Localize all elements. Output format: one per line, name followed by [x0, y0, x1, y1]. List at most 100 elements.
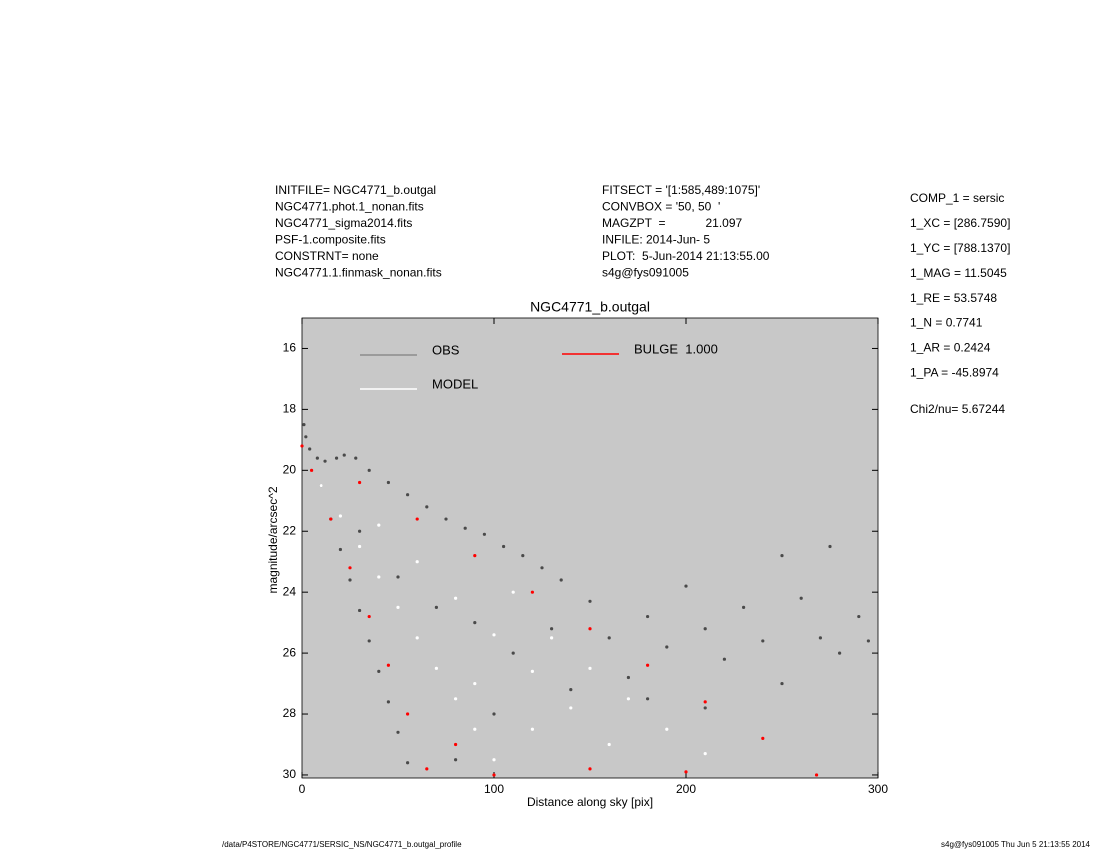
data-point	[334, 456, 339, 460]
header-middle-line: MAGZPT = 21.097	[602, 216, 742, 230]
data-point	[406, 712, 410, 716]
data-point	[780, 554, 784, 558]
data-point	[857, 614, 861, 619]
data-point	[434, 605, 438, 610]
header-left-line: INITFILE= NGC4771_b.outgal	[275, 183, 436, 197]
data-point	[588, 666, 592, 670]
data-point	[454, 697, 458, 701]
data-point	[454, 742, 458, 747]
data-point	[607, 636, 611, 640]
data-point	[473, 727, 477, 731]
data-point	[799, 596, 803, 600]
data-point	[415, 517, 419, 521]
data-point	[559, 578, 563, 582]
x-axis-label: Distance along sky [pix]	[527, 795, 653, 809]
header-left-line: NGC4771.phot.1_nonan.fits	[275, 200, 424, 214]
data-point	[425, 767, 429, 771]
fit-parameter: 1_RE = 53.5748	[910, 291, 997, 305]
data-point	[540, 566, 544, 570]
fit-parameter: 1_XC = [286.7590]	[910, 216, 1010, 230]
data-point	[367, 639, 371, 643]
data-point	[761, 736, 765, 740]
fit-parameter: 1_MAG = 11.5045	[910, 266, 1007, 280]
header-middle-line: FITSECT = '[1:585,489:1075]'	[602, 183, 760, 197]
data-point	[473, 681, 477, 686]
data-point	[425, 505, 429, 509]
data-point	[348, 578, 352, 582]
data-point	[550, 627, 554, 631]
data-point	[814, 773, 819, 777]
data-point	[569, 706, 573, 710]
x-tick-label: 200	[676, 782, 696, 796]
data-point	[722, 657, 727, 661]
data-point	[358, 480, 362, 485]
header-middle-line: s4g@fys091005	[602, 266, 689, 280]
data-point	[454, 758, 458, 762]
data-point	[684, 770, 688, 774]
data-point	[348, 566, 352, 570]
data-point	[406, 761, 410, 765]
data-point	[329, 517, 333, 521]
data-point	[377, 523, 381, 527]
data-point	[358, 608, 362, 613]
data-point	[386, 700, 390, 704]
data-point	[607, 742, 611, 747]
data-point	[342, 453, 346, 457]
data-point	[473, 554, 477, 558]
header-middle-line: CONVBOX = '50, 50 '	[602, 200, 720, 214]
y-tick-label: 18	[283, 402, 297, 416]
data-point	[646, 697, 650, 701]
x-tick-label: 300	[868, 782, 888, 796]
data-point	[377, 575, 381, 579]
legend-label: OBS	[432, 342, 460, 357]
data-point	[838, 651, 842, 655]
x-tick-label: 0	[299, 782, 306, 796]
data-point	[530, 590, 535, 594]
data-point	[454, 596, 458, 600]
data-point	[377, 669, 381, 673]
data-point	[319, 483, 323, 488]
data-point	[502, 544, 506, 549]
data-point	[646, 663, 650, 667]
plot-area	[301, 317, 879, 779]
data-point	[530, 669, 535, 673]
data-point	[703, 752, 707, 756]
data-point	[396, 605, 400, 610]
data-point	[646, 614, 650, 619]
data-point	[511, 651, 515, 655]
x-tick-label: 100	[484, 782, 504, 796]
data-point	[511, 590, 515, 594]
y-tick-label: 20	[283, 462, 297, 476]
chart-title: NGC4771_b.outgal	[530, 299, 650, 315]
data-point	[354, 456, 358, 460]
header-middle-line: INFILE: 2014-Jun- 5	[602, 233, 710, 247]
data-point	[315, 456, 319, 460]
data-point	[415, 636, 419, 640]
data-point	[665, 645, 669, 649]
y-tick-label: 30	[283, 767, 297, 781]
data-point	[828, 544, 832, 549]
data-point	[588, 599, 592, 603]
data-point	[761, 639, 765, 643]
header-middle-line: PLOT: 5-Jun-2014 21:13:55.00	[602, 249, 770, 263]
data-point	[492, 712, 496, 716]
data-point	[530, 727, 535, 731]
y-tick-label: 22	[283, 523, 297, 537]
data-point	[444, 517, 448, 521]
data-point	[742, 605, 746, 610]
footer-path: /data/P4STORE/NGC4771/SERSIC_NS/NGC4771_…	[222, 840, 462, 849]
y-tick-label: 28	[283, 706, 297, 720]
fit-parameter: 1_YC = [788.1370]	[910, 241, 1010, 255]
fit-parameter: 1_PA = -45.8974	[910, 365, 999, 379]
data-point	[304, 435, 308, 439]
header-left-line: NGC4771_sigma2014.fits	[275, 216, 412, 230]
data-point	[338, 547, 342, 552]
data-point	[588, 627, 592, 631]
data-point	[473, 621, 477, 625]
data-point	[396, 575, 400, 579]
y-tick-label: 16	[283, 341, 297, 355]
data-point	[386, 663, 390, 667]
data-point	[703, 627, 707, 631]
data-point	[492, 758, 496, 762]
